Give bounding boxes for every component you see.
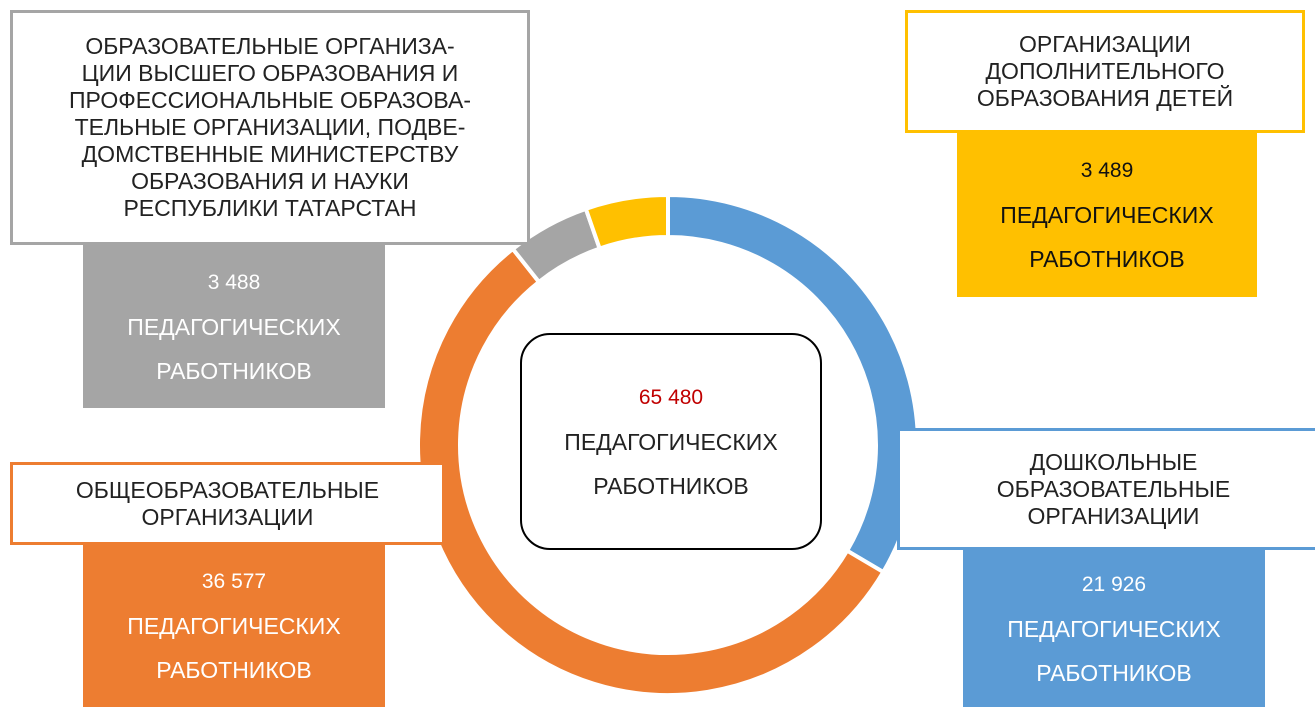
value-box: 3 489 ПЕДАГОГИЧЕСКИХ РАБОТНИКОВ xyxy=(957,133,1257,297)
value-box: 21 926 ПЕДАГОГИЧЕСКИХ РАБОТНИКОВ xyxy=(963,550,1265,707)
unit-label: РАБОТНИКОВ xyxy=(1029,246,1185,272)
category-label: ОБРАЗОВАТЕЛЬНЫЕ ОРГАНИЗА- ЦИИ ВЫСШЕГО ОБ… xyxy=(10,10,530,245)
value-box: 36 577 ПЕДАГОГИЧЕСКИХ РАБОТНИКОВ xyxy=(83,545,385,707)
unit-label: РАБОТНИКОВ xyxy=(156,657,312,683)
category-label: ОРГАНИЗАЦИИ ДОПОЛНИТЕЛЬНОГО ОБРАЗОВАНИЯ … xyxy=(905,10,1305,133)
unit-label: ПЕДАГОГИЧЕСКИХ xyxy=(1007,615,1221,642)
unit-label: ПЕДАГОГИЧЕСКИХ xyxy=(1000,202,1214,228)
category-label: ОБЩЕОБРАЗОВАТЕЛЬНЫЕ ОРГАНИЗАЦИИ xyxy=(10,462,445,545)
value-label: 21 926 xyxy=(1081,572,1147,596)
value-label: 3 488 xyxy=(207,270,261,294)
total-unit: ПЕДАГОГИЧЕСКИХ xyxy=(564,428,778,455)
value-label: 36 577 xyxy=(201,570,267,593)
unit-label: ПЕДАГОГИЧЕСКИХ xyxy=(127,313,341,340)
unit-label: РАБОТНИКОВ xyxy=(1036,659,1192,686)
value-box: 3 488 ПЕДАГОГИЧЕСКИХ РАБОТНИКОВ xyxy=(83,245,385,408)
center-total: 65 480 ПЕДАГОГИЧЕСКИХ РАБОТНИКОВ xyxy=(520,333,822,550)
donut-segment xyxy=(416,246,887,697)
total-unit: РАБОТНИКОВ xyxy=(593,472,749,499)
unit-label: РАБОТНИКОВ xyxy=(156,357,312,384)
total-value: 65 480 xyxy=(638,385,704,409)
unit-label: ПЕДАГОГИЧЕСКИХ xyxy=(127,613,341,639)
donut-segment xyxy=(583,192,670,252)
value-label: 3 489 xyxy=(1080,159,1134,182)
category-label: ДОШКОЛЬНЫЕ ОБРАЗОВАТЕЛЬНЫЕ ОРГАНИЗАЦИИ xyxy=(897,428,1315,550)
